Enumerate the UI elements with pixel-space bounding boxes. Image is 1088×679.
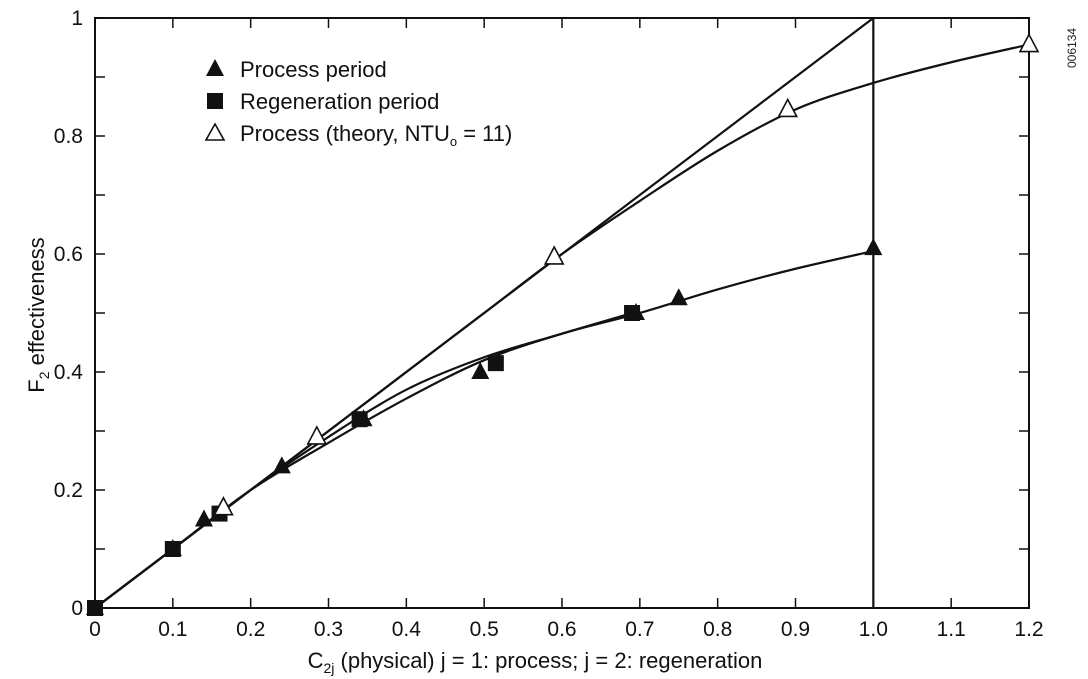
x-tick-label: 0.8 xyxy=(703,618,732,641)
legend: Process period Regeneration period Proce… xyxy=(204,57,512,149)
legend-label-process-period: Process period xyxy=(240,57,387,82)
plot-frame xyxy=(94,17,1030,609)
regeneration-period-point xyxy=(164,541,181,557)
legend-label-process-theory: Process (theory, NTUo = 11) xyxy=(240,121,512,149)
legend-marker-process-theory xyxy=(204,122,226,141)
y-tick-label: 1 xyxy=(71,7,83,30)
curve-process-curve xyxy=(94,249,874,609)
figure-id-watermark: 006134 xyxy=(1065,28,1079,68)
process-theory-point xyxy=(1018,32,1040,53)
regeneration-period-point xyxy=(87,600,103,616)
x-axis-ticks: 0 0.1 0.2 0.3 0.4 0.5 0.6 0.7 0.8 0.9 1.0 1.1 1.2 xyxy=(89,18,1044,641)
process-theory-point xyxy=(777,97,799,118)
x-tick-label: 0.9 xyxy=(781,618,810,641)
curve-theory-curve xyxy=(94,43,1030,609)
x-tick-label: 0.4 xyxy=(392,618,422,641)
y-axis-title: F2 effectiveness xyxy=(24,237,52,392)
x-axis-title: C2j (physical) j = 1: process; j = 2: re… xyxy=(308,648,763,676)
regeneration-period-point xyxy=(624,305,641,321)
process-period-point xyxy=(669,288,688,306)
x-tick-label: 0.5 xyxy=(470,618,499,641)
regeneration-period-point xyxy=(487,355,504,372)
x-tick-label: 1.2 xyxy=(1014,618,1043,641)
process-theory-point xyxy=(213,495,234,516)
y-tick-label: 0.8 xyxy=(54,125,83,148)
legend-label-regeneration-period: Regeneration period xyxy=(240,89,439,114)
data-markers xyxy=(86,32,1040,616)
y-axis-ticks: 0 0.2 0.4 0.6 0.8 1 xyxy=(54,7,1029,620)
y-tick-label: 0.4 xyxy=(54,361,84,384)
legend-marker-regeneration-period xyxy=(207,93,223,109)
process-period-point xyxy=(194,509,213,527)
process-period-point xyxy=(272,456,291,474)
process-period-point xyxy=(864,238,883,256)
curve-regeneration-curve xyxy=(94,311,633,609)
regeneration-period-point xyxy=(351,411,368,428)
x-tick-label: 0.7 xyxy=(625,618,654,641)
x-tick-label: 1.0 xyxy=(859,618,888,641)
curves xyxy=(94,17,1030,609)
process-period-point xyxy=(471,362,490,379)
x-tick-label: 1.1 xyxy=(937,618,966,641)
y-tick-label: 0 xyxy=(71,597,83,620)
legend-marker-process-period xyxy=(206,59,224,76)
x-tick-label: 0.6 xyxy=(547,618,576,641)
process-theory-point xyxy=(543,245,565,265)
y-tick-label: 0.2 xyxy=(54,479,83,502)
x-tick-label: 0.1 xyxy=(158,618,187,641)
x-tick-label: 0.3 xyxy=(314,618,343,641)
x-tick-label: 0 xyxy=(89,618,101,641)
x-tick-label: 0.2 xyxy=(236,618,265,641)
y-tick-label: 0.6 xyxy=(54,243,83,266)
process-theory-point xyxy=(306,425,328,445)
